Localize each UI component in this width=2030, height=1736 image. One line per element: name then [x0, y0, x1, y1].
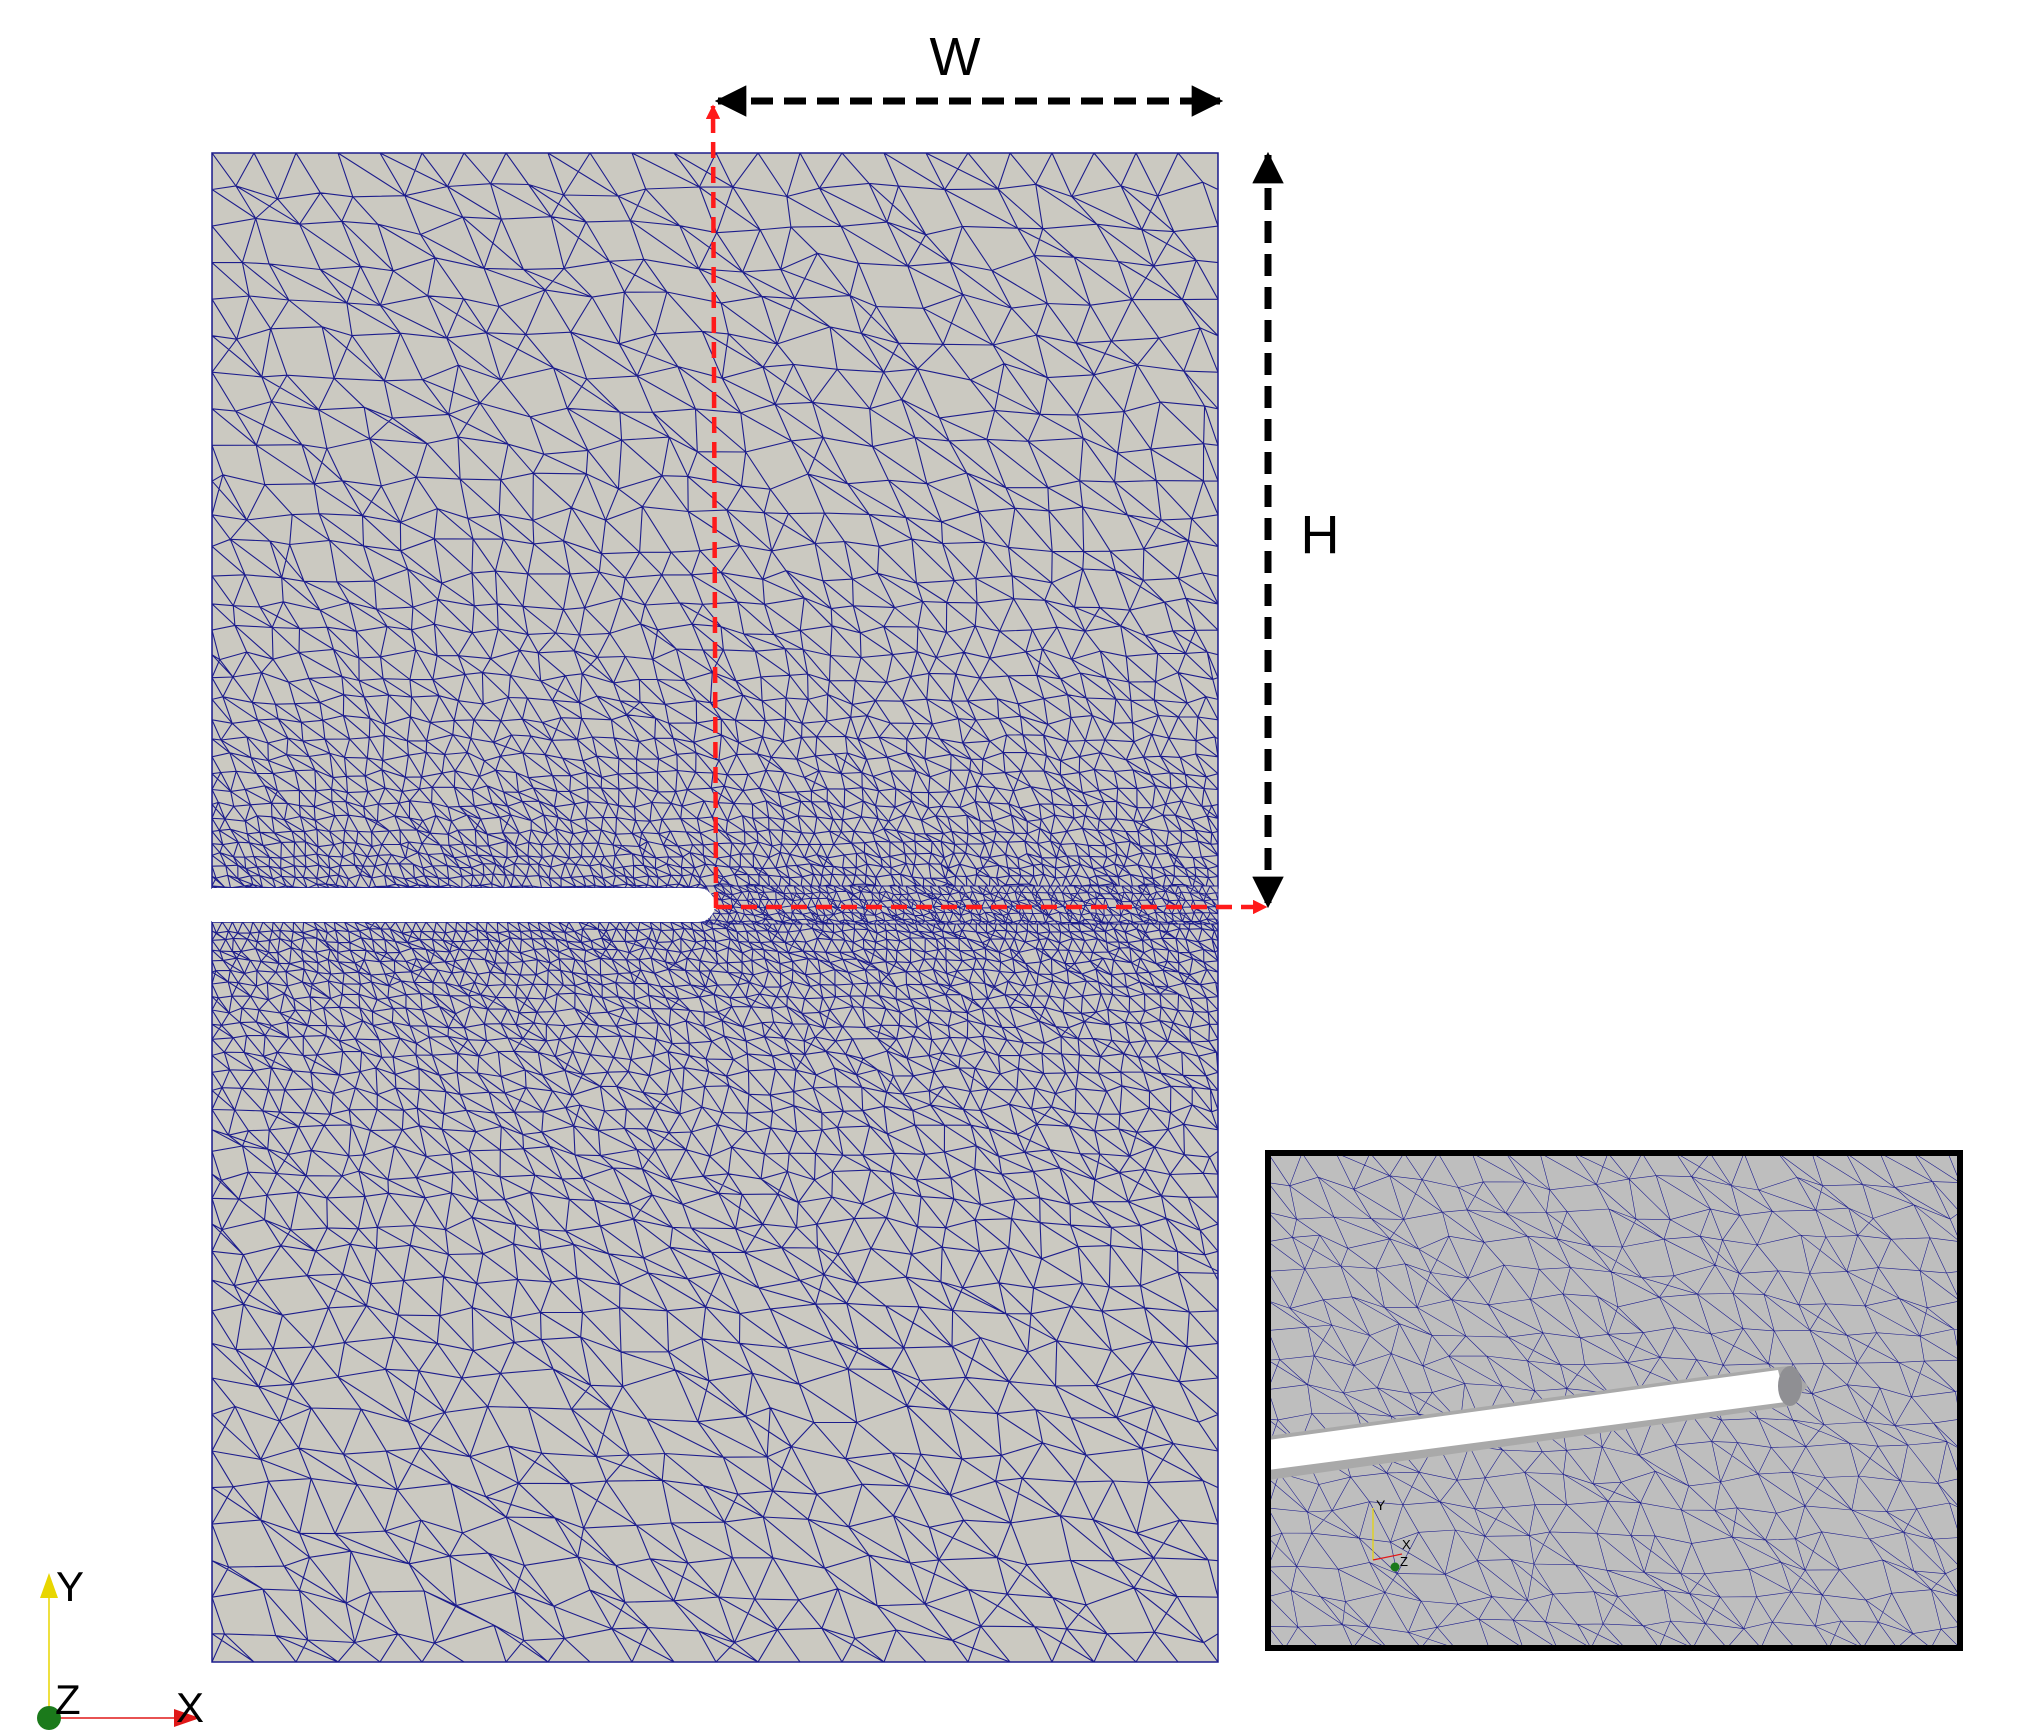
inset-x-axis-line	[1372, 1553, 1403, 1561]
x-axis-label: X	[176, 1684, 204, 1731]
mesh-upper-lines	[212, 153, 1218, 888]
mesh-lower-lines	[212, 922, 1218, 1662]
inset-notch-root	[1778, 1366, 1802, 1406]
inset-z-label: Z	[1400, 1554, 1408, 1569]
vertical-centerline	[705, 104, 721, 909]
x-axis-arrowhead	[174, 1709, 200, 1727]
y-axis-arrowhead	[40, 1573, 58, 1598]
inset-z-axis-dot	[1390, 1562, 1400, 1572]
mesh-edges	[212, 922, 1218, 1662]
z-axis-label: Z	[55, 1676, 81, 1723]
inset-y-label: Y	[1376, 1497, 1386, 1513]
z-axis-dot	[37, 1706, 61, 1730]
y-axis-label: Y	[56, 1563, 84, 1610]
inset-x-label: X	[1402, 1537, 1411, 1552]
inset-border	[1265, 1150, 1963, 1651]
height-label: H	[1301, 505, 1340, 565]
inset-axis-triad: Y X Z	[1372, 1497, 1411, 1572]
centerlines	[705, 104, 1268, 915]
mesh-edges	[705, 885, 1219, 925]
axis-triad: Y Z X	[37, 1563, 204, 1731]
inset-slit-opening	[1268, 1370, 1786, 1470]
ligament-lines	[705, 885, 1219, 925]
width-label: W	[930, 27, 981, 87]
mesh-edges	[212, 153, 1218, 888]
notch-slit	[212, 888, 715, 922]
mesh-lower-block	[211, 921, 1219, 1663]
dimension-arrows: W H	[714, 27, 1340, 909]
notch-closeup-inset: Y X Z	[1265, 1150, 1963, 1651]
